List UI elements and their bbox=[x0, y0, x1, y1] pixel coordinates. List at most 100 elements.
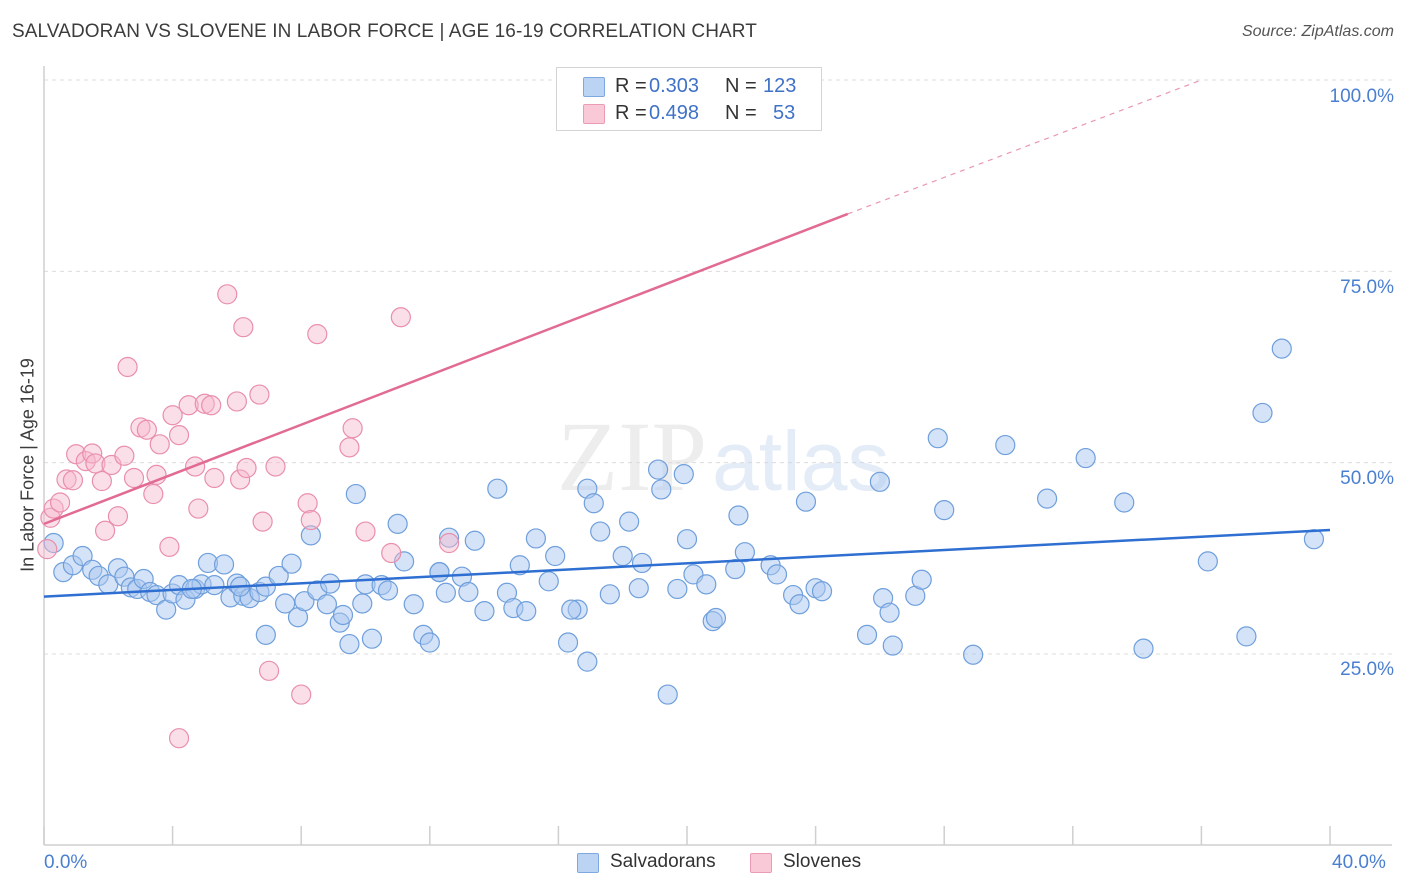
slovene-point bbox=[149, 434, 170, 455]
salvadoran-point bbox=[934, 500, 955, 521]
slovene-point bbox=[252, 511, 273, 532]
salvadoran-point bbox=[734, 542, 755, 563]
salvadoran-point bbox=[628, 578, 649, 599]
salvadoran-point bbox=[345, 483, 366, 505]
watermark: ZIP atlas bbox=[557, 401, 889, 512]
salvadoran-point bbox=[879, 602, 900, 623]
slovene-point bbox=[49, 492, 71, 513]
slovene-point bbox=[162, 405, 183, 426]
salvadoran-point bbox=[377, 580, 399, 601]
axes bbox=[43, 66, 1392, 846]
salvadoran-point bbox=[332, 604, 354, 626]
y-tick-75: 75.0% bbox=[1340, 277, 1394, 298]
salvadoran-point bbox=[361, 628, 383, 649]
slovene-point bbox=[85, 453, 106, 474]
salvadoran-point bbox=[525, 528, 546, 549]
slovene-point bbox=[201, 395, 222, 416]
salvadoran-point bbox=[631, 552, 653, 574]
slovene-point bbox=[217, 284, 238, 305]
salvadoran-point bbox=[474, 601, 495, 622]
salvadoran-point bbox=[352, 593, 373, 614]
slovene-point bbox=[188, 498, 209, 519]
legend-slovenes: Slovenes bbox=[783, 851, 862, 872]
slovene-point bbox=[136, 419, 157, 440]
slovene-point bbox=[43, 498, 64, 519]
salvadoran-point bbox=[213, 554, 235, 575]
salvadoran-point bbox=[577, 651, 598, 672]
salvadoran-point bbox=[509, 555, 530, 576]
slovene-swatch bbox=[583, 104, 605, 124]
x-tick-min: 0.0% bbox=[44, 852, 88, 873]
slovene-trend-line bbox=[43, 212, 849, 526]
slovene-point bbox=[94, 520, 116, 541]
slovene-point bbox=[307, 323, 328, 345]
salvadoran-point bbox=[728, 505, 749, 526]
x-tick-max: 40.0% bbox=[1332, 852, 1386, 873]
salvadoran-point bbox=[963, 644, 984, 665]
salvadoran-point bbox=[1303, 529, 1325, 550]
slovene-point bbox=[123, 467, 145, 489]
source-credit: Source: ZipAtlas.com bbox=[1241, 23, 1394, 40]
salvadoran-point bbox=[789, 594, 810, 615]
y-tick-100: 100.0% bbox=[1329, 86, 1394, 107]
salvadoran-point bbox=[557, 632, 579, 653]
slovene-point bbox=[114, 445, 135, 466]
salvadoran-point bbox=[464, 530, 485, 551]
salvadoran-point bbox=[281, 553, 302, 574]
salvadoran-point bbox=[458, 581, 479, 603]
salvadoran-point bbox=[696, 574, 717, 595]
slovene-point bbox=[204, 467, 225, 489]
slovene-point bbox=[381, 542, 402, 564]
watermark-zip: ZIP bbox=[557, 401, 707, 512]
legend-r-label: R = bbox=[615, 102, 647, 124]
salvadoran-point bbox=[676, 529, 698, 550]
slovene-point bbox=[91, 470, 112, 492]
slovene-point bbox=[37, 539, 58, 560]
salvadoran-point bbox=[387, 513, 408, 534]
salvadoran-point bbox=[300, 525, 321, 546]
slovene-point bbox=[117, 356, 138, 378]
legend-n-label: N = bbox=[725, 75, 757, 97]
salvadoran-point bbox=[320, 573, 341, 594]
salvadoran-point bbox=[1114, 492, 1135, 513]
watermark-atlas: atlas bbox=[712, 414, 889, 508]
correlation-legend: R = 0.303 N = 123 R = 0.498 N = 53 bbox=[556, 67, 822, 131]
y-tick-50: 50.0% bbox=[1340, 468, 1394, 489]
salvadoran-swatch bbox=[583, 77, 605, 97]
salvadoran-point bbox=[538, 571, 559, 592]
salvadoran-point bbox=[882, 635, 903, 656]
salvadoran-point bbox=[438, 527, 460, 548]
salvadoran-legend-swatch bbox=[577, 853, 599, 873]
salvadoran-point bbox=[667, 578, 688, 600]
slovene-point bbox=[291, 684, 312, 705]
salvadoran-point bbox=[612, 545, 633, 567]
salvadoran-point bbox=[1252, 402, 1273, 424]
salvadoran-point bbox=[1036, 488, 1058, 509]
salvadoran-point bbox=[651, 479, 672, 500]
legend-n-value: 123 bbox=[763, 75, 797, 97]
slovene-point bbox=[438, 532, 460, 554]
slovene-point bbox=[236, 457, 257, 479]
slovene-point bbox=[297, 493, 318, 514]
trend-lines bbox=[43, 79, 1331, 598]
salvadoran-point bbox=[657, 684, 678, 705]
salvadoran-point bbox=[419, 632, 440, 653]
slovene-point bbox=[265, 456, 286, 477]
slovene-point bbox=[226, 391, 247, 412]
legend-r-label: R = bbox=[615, 75, 647, 97]
legend-r-value: 0.303 bbox=[649, 75, 700, 97]
salvadoran-point bbox=[435, 582, 456, 603]
slovene-point bbox=[107, 506, 129, 527]
salvadoran-point bbox=[255, 624, 276, 645]
salvadoran-point bbox=[599, 584, 620, 605]
slovene-trend-extension bbox=[847, 79, 1202, 215]
chart-title: SALVADORAN VS SLOVENE IN LABOR FORCE | A… bbox=[12, 21, 757, 42]
salvadoran-point bbox=[1197, 551, 1218, 572]
salvadoran-point bbox=[1271, 338, 1292, 359]
salvadoran-point bbox=[911, 569, 932, 590]
salvadoran-point bbox=[811, 581, 833, 602]
slovene-point bbox=[168, 728, 190, 749]
salvadoran-point bbox=[316, 594, 338, 615]
slovene-point bbox=[194, 393, 215, 414]
